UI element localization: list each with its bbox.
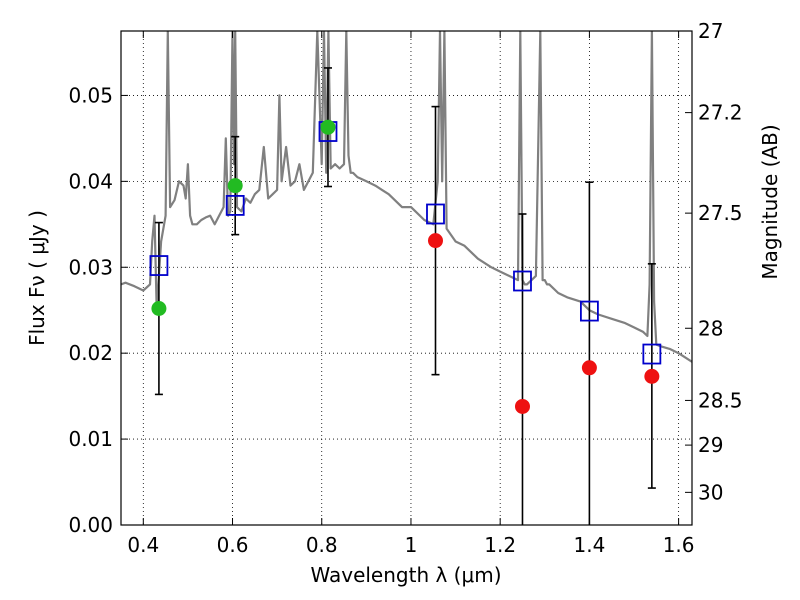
y-tick-label: 0.05 bbox=[68, 83, 113, 107]
model-square-marker bbox=[225, 195, 245, 216]
y-tick-label: 0.04 bbox=[68, 169, 113, 193]
y-tick-label: 0.03 bbox=[68, 255, 113, 279]
spectrum-line bbox=[121, 31, 692, 363]
x-tick-label: 0.6 bbox=[217, 533, 249, 557]
nondetection-point bbox=[581, 360, 597, 376]
y-right-tick-label: 28 bbox=[698, 316, 723, 340]
y-tick-label: 0.01 bbox=[68, 427, 113, 451]
detection-point bbox=[151, 300, 167, 316]
x-tick-label: 1.2 bbox=[484, 533, 516, 557]
model-square-marker bbox=[642, 343, 662, 365]
y-axis-right-label: Magnitude (AB) bbox=[758, 124, 782, 279]
x-tick-label: 0.4 bbox=[127, 533, 159, 557]
y-axis-label: Flux Fν ( μJy ) bbox=[25, 210, 49, 346]
model-square-marker bbox=[149, 255, 169, 276]
x-tick-label: 1.6 bbox=[663, 533, 695, 557]
y-right-tick-label: 27.2 bbox=[698, 101, 743, 125]
x-tick-label: 1.4 bbox=[573, 533, 605, 557]
y-right-tick-label: 27 bbox=[698, 19, 723, 43]
model-square-marker bbox=[513, 270, 532, 292]
x-axis-label: Wavelength λ (μm) bbox=[310, 563, 501, 587]
y-right-tick-label: 30 bbox=[698, 480, 723, 504]
y-tick-label: 0.00 bbox=[68, 513, 113, 537]
detection-point bbox=[320, 119, 336, 135]
y-right-tick-label: 29 bbox=[698, 433, 723, 457]
y-tick-label: 0.02 bbox=[68, 341, 113, 365]
spectrum-layer bbox=[121, 31, 692, 363]
y-right-tick-label: 28.5 bbox=[698, 388, 743, 412]
nondetection-point bbox=[644, 368, 660, 384]
model-square-marker bbox=[426, 203, 445, 225]
model-square-marker bbox=[579, 300, 599, 322]
nondetection-point bbox=[514, 398, 530, 414]
marker-layer bbox=[149, 119, 662, 414]
nondetection-point bbox=[427, 233, 443, 249]
x-tick-label: 1 bbox=[405, 533, 418, 557]
detection-point bbox=[227, 178, 243, 194]
y-right-tick-label: 27.5 bbox=[698, 201, 743, 225]
tick-layer: 0.4 0.6 0.8 1 1.2 1.4 1.6 0.00 0.01 0.02 0.03 0.04 0… bbox=[68, 19, 742, 557]
plot-frame bbox=[120, 30, 693, 526]
x-tick-label: 0.8 bbox=[306, 533, 338, 557]
